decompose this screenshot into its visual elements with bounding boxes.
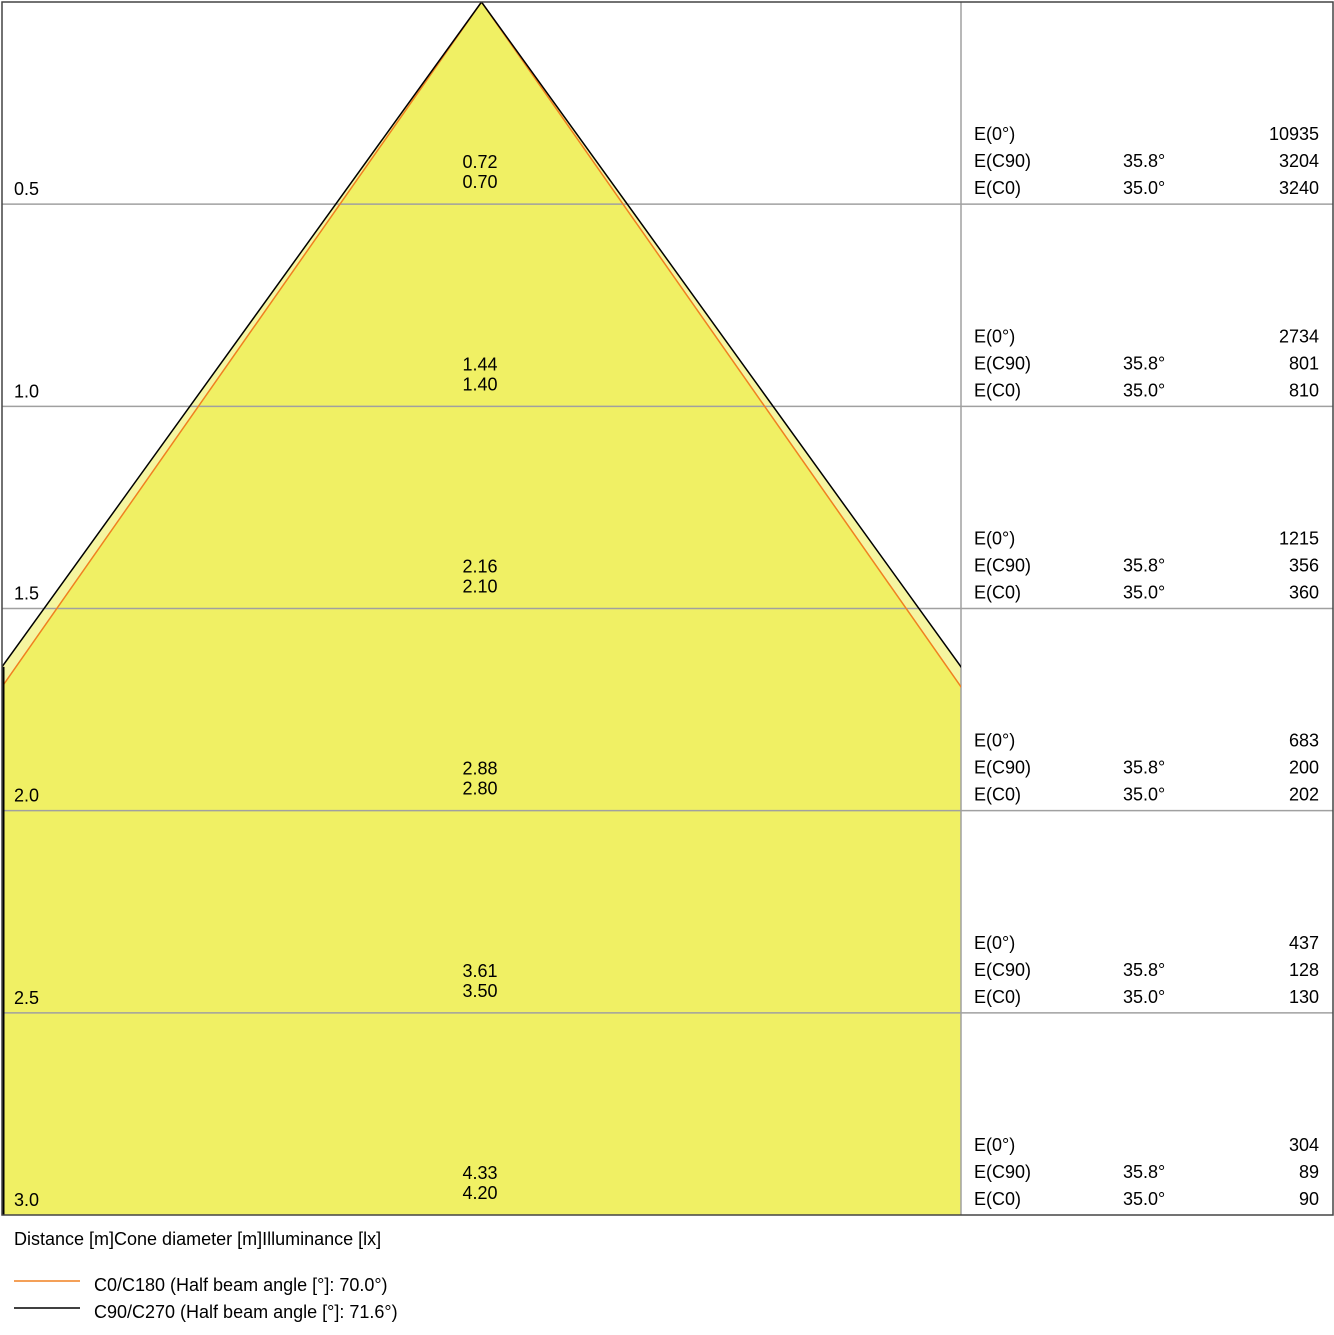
e0-label: E(0°) xyxy=(974,124,1015,144)
e0-value: 304 xyxy=(1289,1135,1319,1155)
e0-label: E(0°) xyxy=(974,933,1015,953)
ec90-angle: 35.8° xyxy=(1123,353,1165,373)
distance-label: 3.0 xyxy=(14,1190,39,1210)
legend-c90-label: C90/C270 (Half beam angle [°]: 71.6°) xyxy=(94,1302,398,1322)
ec0-label: E(C0) xyxy=(974,380,1021,400)
e0-value: 683 xyxy=(1289,731,1319,751)
diameter-c90-label: 0.72 xyxy=(462,152,497,172)
diameter-c90-label: 2.16 xyxy=(462,557,497,577)
ec0-angle: 35.0° xyxy=(1123,380,1165,400)
e0-label: E(0°) xyxy=(974,326,1015,346)
ec0-angle: 35.0° xyxy=(1123,1189,1165,1209)
ec0-label: E(C0) xyxy=(974,987,1021,1007)
ec90-label: E(C90) xyxy=(974,353,1031,373)
ec90-label: E(C90) xyxy=(974,960,1031,980)
diameter-c90-label: 1.44 xyxy=(462,354,497,374)
diameter-c0-label: 1.40 xyxy=(462,374,497,394)
legend-c0-label: C0/C180 (Half beam angle [°]: 70.0°) xyxy=(94,1275,388,1295)
ec90-angle: 35.8° xyxy=(1123,151,1165,171)
diameter-c0-label: 2.80 xyxy=(462,779,497,799)
ec0-angle: 35.0° xyxy=(1123,583,1165,603)
ec90-value: 801 xyxy=(1289,353,1319,373)
ec0-angle: 35.0° xyxy=(1123,987,1165,1007)
e0-value: 2734 xyxy=(1279,326,1319,346)
ec90-angle: 35.8° xyxy=(1123,960,1165,980)
ec0-value: 810 xyxy=(1289,380,1319,400)
e0-label: E(0°) xyxy=(974,1135,1015,1155)
distance-label: 2.5 xyxy=(14,988,39,1008)
diameter-c90-label: 3.61 xyxy=(462,961,497,981)
ec90-label: E(C90) xyxy=(974,151,1031,171)
ec0-angle: 35.0° xyxy=(1123,178,1165,198)
ec0-label: E(C0) xyxy=(974,178,1021,198)
ec0-value: 360 xyxy=(1289,583,1319,603)
ec90-label: E(C90) xyxy=(974,556,1031,576)
ec90-value: 356 xyxy=(1289,556,1319,576)
ec90-value: 89 xyxy=(1299,1162,1319,1182)
ec0-value: 3240 xyxy=(1279,178,1319,198)
diameter-c0-label: 4.20 xyxy=(462,1183,497,1203)
ec90-value: 128 xyxy=(1289,960,1319,980)
chart-header-caption: Distance [m]Cone diameter [m]Illuminance… xyxy=(14,1229,381,1249)
ec90-angle: 35.8° xyxy=(1123,1162,1165,1182)
diameter-c90-label: 4.33 xyxy=(462,1163,497,1183)
ec90-label: E(C90) xyxy=(974,1162,1031,1182)
ec90-label: E(C90) xyxy=(974,758,1031,778)
chart-border xyxy=(1,1,1334,1216)
ec90-value: 3204 xyxy=(1279,151,1319,171)
ec0-angle: 35.0° xyxy=(1123,785,1165,805)
e0-label: E(0°) xyxy=(974,529,1015,549)
diameter-c0-label: 0.70 xyxy=(462,172,497,192)
ec90-value: 200 xyxy=(1289,758,1319,778)
e0-value: 10935 xyxy=(1269,124,1319,144)
ec0-value: 90 xyxy=(1299,1189,1319,1209)
distance-label: 1.0 xyxy=(14,381,39,401)
ec90-angle: 35.8° xyxy=(1123,556,1165,576)
ec0-label: E(C0) xyxy=(974,785,1021,805)
ec90-angle: 35.8° xyxy=(1123,758,1165,778)
ec0-value: 130 xyxy=(1289,987,1319,1007)
e0-value: 437 xyxy=(1289,933,1319,953)
e0-value: 1215 xyxy=(1279,529,1319,549)
ec0-label: E(C0) xyxy=(974,583,1021,603)
distance-label: 2.0 xyxy=(14,786,39,806)
e0-label: E(0°) xyxy=(974,731,1015,751)
diameter-c90-label: 2.88 xyxy=(462,759,497,779)
distance-label: 0.5 xyxy=(14,179,39,199)
distance-label: 1.5 xyxy=(14,584,39,604)
diameter-c0-label: 2.10 xyxy=(462,577,497,597)
diameter-c0-label: 3.50 xyxy=(462,981,497,1001)
ec0-label: E(C0) xyxy=(974,1189,1021,1209)
ec0-value: 202 xyxy=(1289,785,1319,805)
